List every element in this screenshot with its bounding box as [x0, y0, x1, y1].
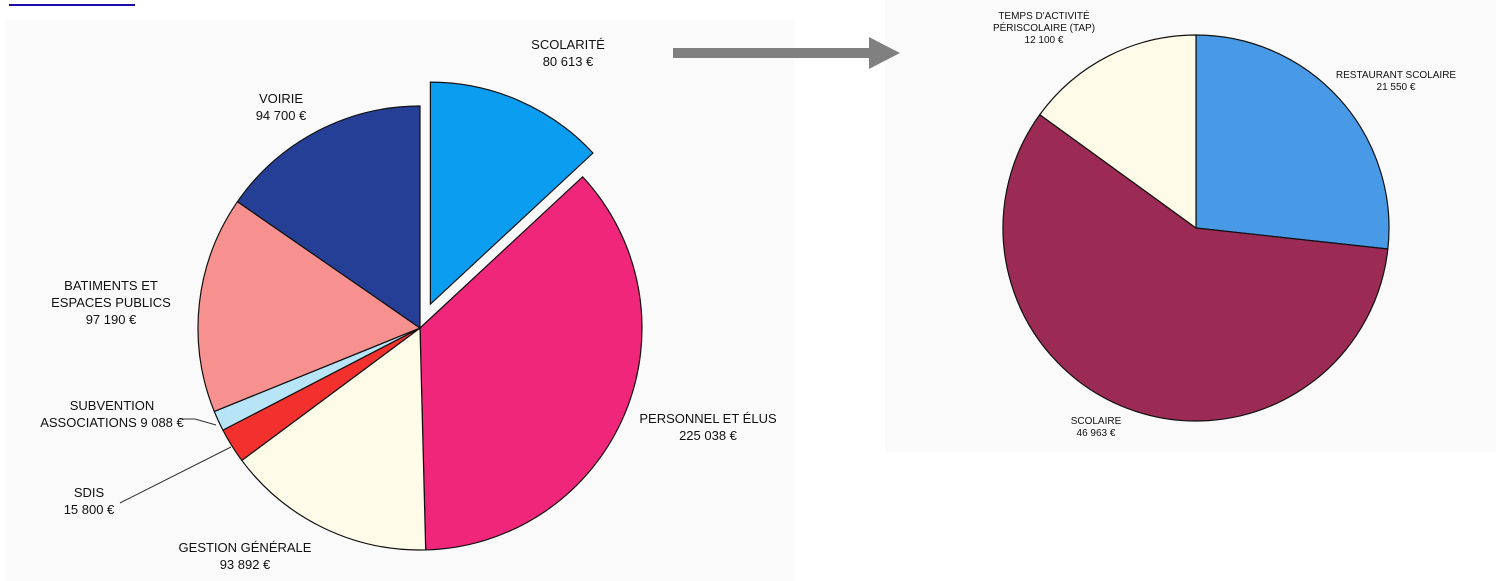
slice-label-line: SDIS	[74, 485, 105, 500]
slice-label-temps-d-activite: TEMPS D'ACTIVITÉ PÉRISCOLAIRE (TAP) 12 100…	[993, 9, 1095, 46]
leader-line-subvention	[180, 418, 217, 426]
slice-label-line: SCOLAIRE	[1071, 416, 1122, 427]
slice-label-line: 97 190 €	[86, 312, 137, 327]
slice-label-line: TEMPS D'ACTIVITÉ	[998, 9, 1090, 22]
slice-label-line: 93 892 €	[220, 557, 271, 572]
slice-restaurant-scolaire	[1195, 34, 1390, 250]
leader-line-sdis	[119, 446, 232, 504]
slice-label-line: SCOLARITÉ	[531, 37, 605, 52]
slice-label-restaurant-scolaire: RESTAURANT SCOLAIRE 21 550 €	[1336, 70, 1457, 93]
scolarite-breakdown-pie-chart: RESTAURANT SCOLAIRE 21 550 € SCOLAIRE 46 96…	[993, 9, 1456, 439]
slice-label-line: 94 700 €	[256, 108, 307, 123]
slice-label-subvention: SUBVENTION ASSOCIATIONS 9 088 €	[40, 398, 184, 430]
slice-label-line: 46 963 €	[1077, 428, 1116, 439]
slice-label-line: 12 100 €	[1025, 35, 1064, 46]
budget-pie-chart: SCOLARITÉ 80 613 € PERSONNEL ET ÉLUS 225 03…	[40, 37, 777, 572]
slice-personnel-et-elus	[419, 175, 643, 551]
slice-scolarite	[429, 81, 594, 306]
slice-label-line: 225 038 €	[679, 428, 738, 443]
slice-label-line: ESPACES PUBLICS	[51, 295, 171, 310]
slice-label-batiments-et: BATIMENTS ET ESPACES PUBLICS 97 190 €	[51, 278, 171, 327]
slice-label-line: PÉRISCOLAIRE (TAP)	[993, 21, 1095, 34]
slice-scolaire	[1002, 113, 1389, 422]
slice-label-line: BATIMENTS ET	[64, 278, 158, 293]
slice-label-voirie: VOIRIE 94 700 €	[256, 91, 307, 123]
slice-label-line: RESTAURANT SCOLAIRE	[1336, 70, 1457, 81]
slice-label-gestion-generale: GESTION GÉNÉRALE 93 892 €	[179, 540, 312, 572]
slice-label-personnel-et-elus: PERSONNEL ET ÉLUS 225 038 €	[639, 411, 777, 443]
slice-label-line: VOIRIE	[259, 91, 303, 106]
slice-batiments-et	[197, 200, 422, 413]
slice-label-scolaire: SCOLAIRE 46 963 €	[1071, 416, 1122, 439]
slice-label-line: PERSONNEL ET ÉLUS	[639, 411, 777, 426]
slice-gestion-generale	[240, 326, 427, 551]
slice-voirie	[236, 105, 421, 330]
top-link[interactable]	[9, 0, 135, 6]
slice-label-line: SUBVENTION	[70, 398, 155, 413]
slice-label-line: ASSOCIATIONS 9 088 €	[40, 415, 184, 430]
right-arrow-icon	[673, 37, 900, 69]
slice-label-line: GESTION GÉNÉRALE	[179, 540, 312, 555]
slice-label-line: 15 800 €	[64, 502, 115, 517]
slice-label-line: 80 613 €	[543, 54, 594, 69]
slice-label-line: 21 550 €	[1377, 82, 1416, 93]
slice-label-sdis: SDIS 15 800 €	[64, 485, 115, 517]
slice-temps-d-activite	[1038, 34, 1197, 230]
slice-label-scolarite: SCOLARITÉ 80 613 €	[531, 37, 605, 69]
